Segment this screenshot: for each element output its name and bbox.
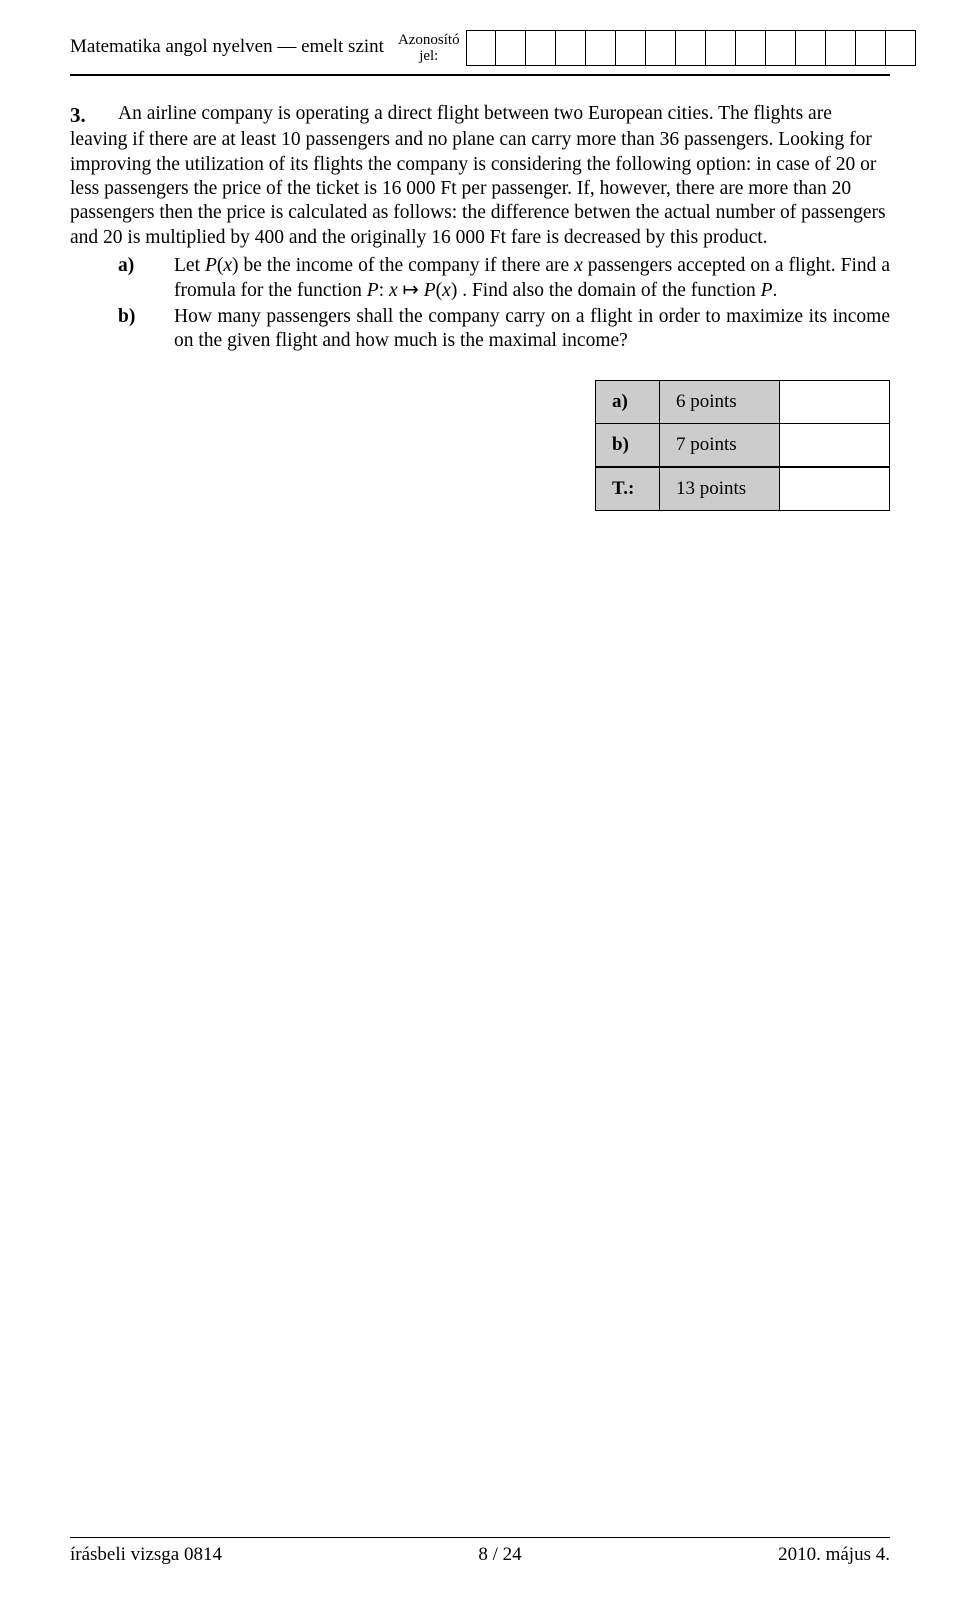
id-box[interactable]: [496, 30, 526, 66]
id-box[interactable]: [706, 30, 736, 66]
question-part-label: a): [118, 254, 174, 303]
footer-center: 8 / 24: [478, 1544, 521, 1566]
question-number: 3.: [70, 102, 118, 128]
id-block: Azonosító jel:: [398, 30, 916, 66]
id-box[interactable]: [466, 30, 496, 66]
header-title: Matematika angol nyelven — emelt szint: [70, 30, 384, 58]
question-part-text: How many passengers shall the company ca…: [174, 305, 890, 354]
question-part: b)How many passengers shall the company …: [118, 305, 890, 354]
points-blank[interactable]: [780, 423, 890, 467]
id-box[interactable]: [586, 30, 616, 66]
points-total-value: 13 points: [660, 467, 780, 511]
footer-left: írásbeli vizsga 0814: [70, 1544, 222, 1566]
footer-row: írásbeli vizsga 0814 8 / 24 2010. május …: [70, 1544, 890, 1566]
points-total-row: T.:13 points: [596, 467, 890, 511]
points-label: b): [596, 423, 660, 467]
id-box[interactable]: [556, 30, 586, 66]
question-part-label: b): [118, 305, 174, 354]
page-header: Matematika angol nyelven — emelt szint A…: [70, 30, 890, 66]
id-boxes: [466, 30, 916, 66]
id-box[interactable]: [526, 30, 556, 66]
id-label-line1: Azonosító: [398, 32, 460, 48]
id-box[interactable]: [856, 30, 886, 66]
id-label: Azonosító jel:: [398, 32, 460, 65]
id-box[interactable]: [826, 30, 856, 66]
header-rule: [70, 74, 890, 76]
points-row: b)7 points: [596, 423, 890, 467]
question-text: An airline company is operating a direct…: [70, 103, 886, 248]
points-label: a): [596, 380, 660, 423]
question-main: 3.An airline company is operating a dire…: [70, 102, 890, 250]
points-value: 6 points: [660, 380, 780, 423]
points-value: 7 points: [660, 423, 780, 467]
question-part: a)Let P(x) be the income of the company …: [118, 254, 890, 303]
points-blank[interactable]: [780, 467, 890, 511]
id-box[interactable]: [616, 30, 646, 66]
question-part-text: Let P(x) be the income of the company if…: [174, 254, 890, 303]
points-total-label: T.:: [596, 467, 660, 511]
question-block: 3.An airline company is operating a dire…: [70, 102, 890, 354]
question-parts: a)Let P(x) be the income of the company …: [118, 254, 890, 354]
footer-right: 2010. május 4.: [778, 1544, 890, 1566]
id-box[interactable]: [796, 30, 826, 66]
points-row: a)6 points: [596, 380, 890, 423]
id-box[interactable]: [766, 30, 796, 66]
id-box[interactable]: [646, 30, 676, 66]
points-table: a)6 pointsb)7 pointsT.:13 points: [595, 380, 890, 511]
id-box[interactable]: [886, 30, 916, 66]
id-box[interactable]: [736, 30, 766, 66]
id-label-line2: jel:: [419, 48, 438, 64]
footer-rule: [70, 1537, 890, 1538]
page-footer: írásbeli vizsga 0814 8 / 24 2010. május …: [70, 1537, 890, 1566]
id-box[interactable]: [676, 30, 706, 66]
points-blank[interactable]: [780, 380, 890, 423]
page: Matematika angol nyelven — emelt szint A…: [0, 0, 960, 1600]
